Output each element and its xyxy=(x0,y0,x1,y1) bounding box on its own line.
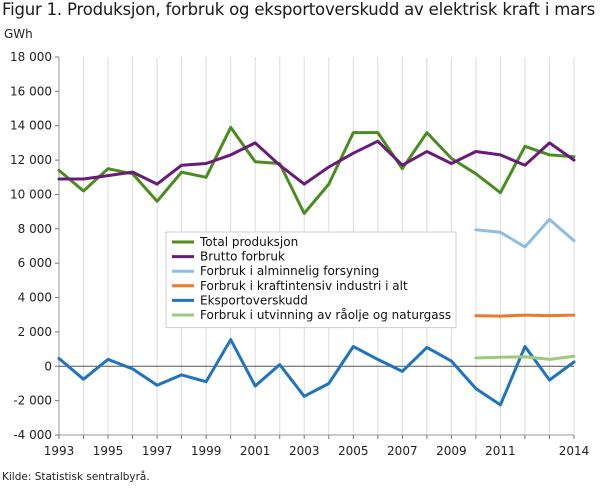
x-tick-label: 1993 xyxy=(44,444,75,458)
legend-label: Eksportoverskudd xyxy=(200,293,308,307)
x-tick-label: 2001 xyxy=(240,444,271,458)
x-tick-label: 1995 xyxy=(93,444,124,458)
y-tick-label: -4 000 xyxy=(13,428,52,442)
x-tick-label: 2005 xyxy=(338,444,369,458)
x-tick-label: 2009 xyxy=(436,444,467,458)
y-tick-label: 2 000 xyxy=(18,325,52,339)
y-tick-label: 14 000 xyxy=(10,119,52,133)
series-line-3 xyxy=(474,217,576,249)
axes xyxy=(58,57,574,436)
y-axis-unit-label: GWh xyxy=(4,27,33,41)
series-line-6 xyxy=(474,354,576,361)
x-tick-label: 2003 xyxy=(289,444,320,458)
legend-label: Forbruk i alminnelig forsyning xyxy=(200,264,379,278)
series-lines xyxy=(57,125,576,407)
series-line-2 xyxy=(57,139,576,186)
legend-label: Forbruk i kraftintensiv industri i alt xyxy=(200,279,408,293)
y-tick-label: 6 000 xyxy=(18,256,52,270)
y-tick-label: 0 xyxy=(44,359,52,373)
y-tick-label: 4 000 xyxy=(18,291,52,305)
legend-box xyxy=(165,231,457,329)
series-line-4 xyxy=(474,313,576,318)
series-line-5 xyxy=(57,338,576,407)
x-tick-label: 1999 xyxy=(191,444,222,458)
legend-label: Brutto forbruk xyxy=(200,250,285,264)
series-line-1 xyxy=(57,125,576,215)
y-tick-label: 16 000 xyxy=(10,84,52,98)
legend-label: Total produksjon xyxy=(199,235,298,249)
x-axis-ticks: 1993 1995 1997 1999 2001 2003 2005 2007 2009 2011… xyxy=(44,435,590,458)
x-tick-label: 1997 xyxy=(142,444,173,458)
y-tick-label: 10 000 xyxy=(10,187,52,201)
x-tick-label: 2011 xyxy=(485,444,516,458)
x-tick-label: 2007 xyxy=(387,444,418,458)
x-tick-label: 2014 xyxy=(559,444,590,458)
source-note: Kilde: Statistisk sentralbyrå. xyxy=(2,471,150,483)
chart-title: Figur 1. Produksjon, forbruk og eksporto… xyxy=(2,0,596,19)
legend-label: Forbruk i utvinning av råolje og naturga… xyxy=(200,308,451,322)
y-axis-ticks: -4 000 -2 000 0 2 000 4 000 6 000 8 000 10 000 1… xyxy=(10,50,59,442)
y-tick-label: 8 000 xyxy=(18,222,52,236)
y-tick-label: 18 000 xyxy=(10,50,52,64)
y-tick-label: -2 000 xyxy=(13,394,52,408)
y-tick-label: 12 000 xyxy=(10,153,52,167)
